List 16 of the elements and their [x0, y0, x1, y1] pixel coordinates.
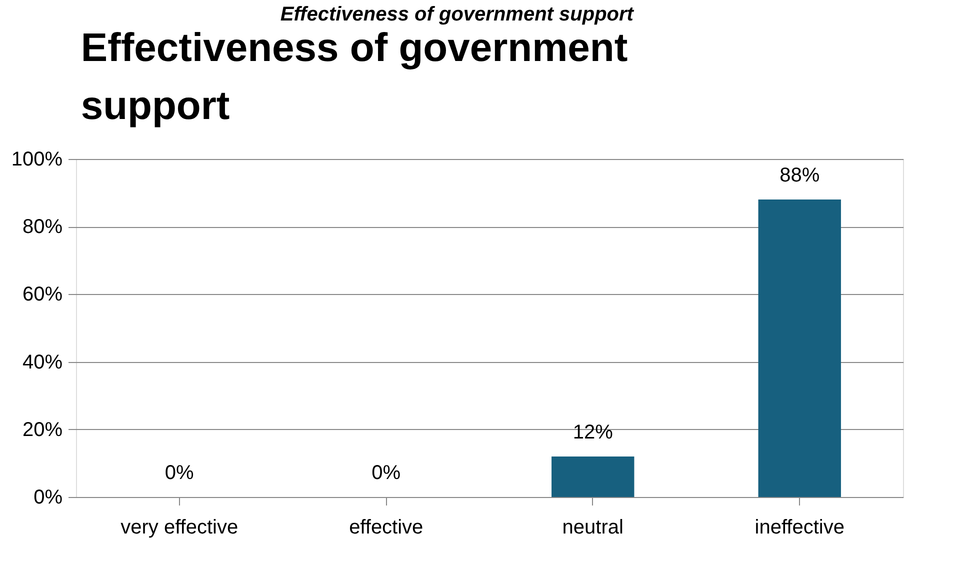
x-tick-label: ineffective — [754, 516, 844, 538]
y-tick-label: 60% — [22, 284, 63, 306]
x-tick-label: effective — [349, 516, 424, 538]
y-tick-label: 40% — [22, 351, 63, 374]
text: Effectiveness of government support — [280, 4, 635, 26]
x-tick-label: very effective — [120, 516, 238, 538]
data-label: 12% — [572, 421, 614, 444]
y-tick-label: 100% — [11, 148, 63, 170]
y-tick-label: 80% — [22, 216, 63, 238]
data-label: 0% — [164, 462, 194, 484]
x-tick-label: neutral — [562, 516, 624, 538]
y-tick-label: 0% — [34, 486, 63, 508]
data-label: 0% — [372, 462, 401, 484]
y-tick-label: 20% — [22, 418, 63, 441]
chart-title: Effectiveness of government support — [80, 26, 628, 128]
data-label: 88% — [780, 164, 820, 187]
